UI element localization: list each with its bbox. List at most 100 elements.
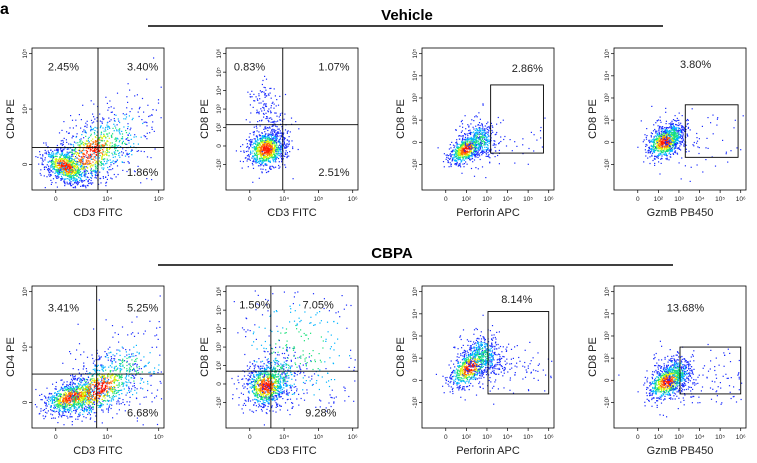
event-point: [253, 134, 255, 136]
event-point: [51, 163, 53, 165]
event-point: [267, 157, 270, 159]
event-point: [457, 146, 459, 148]
event-point: [262, 141, 264, 143]
event-point: [64, 168, 66, 170]
event-point: [72, 175, 74, 177]
event-point: [663, 139, 665, 141]
event-point: [674, 138, 676, 141]
event-point: [68, 163, 70, 165]
event-point: [253, 146, 255, 148]
event-point: [654, 162, 656, 164]
event-point: [254, 100, 256, 102]
event-point: [456, 162, 458, 164]
event-point: [43, 175, 45, 177]
event-point: [458, 151, 460, 153]
event-point: [67, 132, 70, 134]
event-point: [273, 151, 275, 153]
event-point: [272, 150, 274, 152]
event-point: [261, 164, 263, 166]
event-point: [84, 399, 86, 401]
event-point: [463, 166, 465, 168]
event-point: [674, 131, 676, 133]
event-point: [663, 139, 665, 141]
event-point: [36, 406, 38, 408]
event-point: [258, 143, 260, 146]
event-point: [65, 171, 67, 173]
event-point: [61, 166, 64, 169]
event-point: [286, 152, 288, 154]
event-point: [454, 160, 456, 162]
event-point: [265, 156, 267, 158]
event-point: [94, 136, 96, 138]
event-point: [69, 170, 71, 172]
event-point: [48, 152, 50, 154]
event-point: [101, 122, 103, 124]
event-point: [48, 152, 50, 154]
event-point: [479, 128, 481, 130]
event-point: [259, 139, 262, 141]
event-point: [511, 150, 513, 152]
gate-box: [684, 104, 739, 158]
event-point: [270, 154, 272, 156]
event-point: [458, 154, 460, 157]
event-point: [52, 168, 54, 170]
event-point: [272, 160, 274, 162]
event-point: [252, 167, 255, 169]
event-point: [103, 134, 105, 136]
event-point: [463, 149, 465, 151]
event-point: [269, 149, 271, 151]
event-point: [661, 148, 663, 150]
event-point: [649, 152, 651, 154]
event-point: [55, 158, 57, 160]
event-point: [645, 143, 647, 146]
event-point: [98, 383, 101, 385]
event-point: [65, 153, 67, 155]
event-point: [76, 162, 78, 164]
event-point: [102, 148, 104, 151]
event-point: [292, 146, 294, 148]
event-point: [261, 147, 263, 149]
event-point: [476, 149, 478, 152]
event-point: [680, 149, 682, 151]
event-point: [463, 156, 465, 158]
event-point: [74, 180, 76, 182]
event-point: [676, 143, 678, 145]
event-point: [90, 133, 92, 135]
event-point: [59, 166, 61, 169]
event-point: [112, 156, 114, 158]
event-point: [74, 164, 76, 167]
event-point: [478, 153, 480, 155]
event-point: [255, 157, 257, 159]
event-point: [460, 131, 462, 133]
event-point: [487, 133, 489, 135]
event-point: [113, 144, 115, 146]
event-point: [265, 159, 267, 161]
event-point: [482, 152, 484, 154]
event-point: [48, 172, 50, 174]
event-point: [95, 171, 97, 173]
event-point: [485, 139, 487, 141]
event-point: [666, 135, 668, 137]
event-point: [673, 126, 675, 128]
event-point: [71, 172, 73, 175]
event-point: [663, 142, 665, 144]
event-point: [470, 138, 472, 141]
event-point: [278, 153, 280, 155]
event-point: [278, 164, 280, 167]
event-point: [514, 141, 516, 143]
event-point: [658, 130, 660, 132]
event-point: [61, 152, 63, 154]
event-point: [85, 173, 87, 175]
event-point: [472, 126, 474, 128]
x-tick-label: 0: [444, 196, 448, 203]
event-point: [119, 156, 121, 158]
event-point: [664, 142, 667, 144]
event-point: [68, 183, 70, 185]
event-point: [469, 143, 471, 145]
event-point: [474, 142, 476, 144]
event-point: [258, 151, 260, 153]
event-point: [687, 127, 689, 129]
event-point: [669, 133, 671, 136]
event-point: [671, 134, 674, 136]
event-point: [466, 158, 468, 160]
